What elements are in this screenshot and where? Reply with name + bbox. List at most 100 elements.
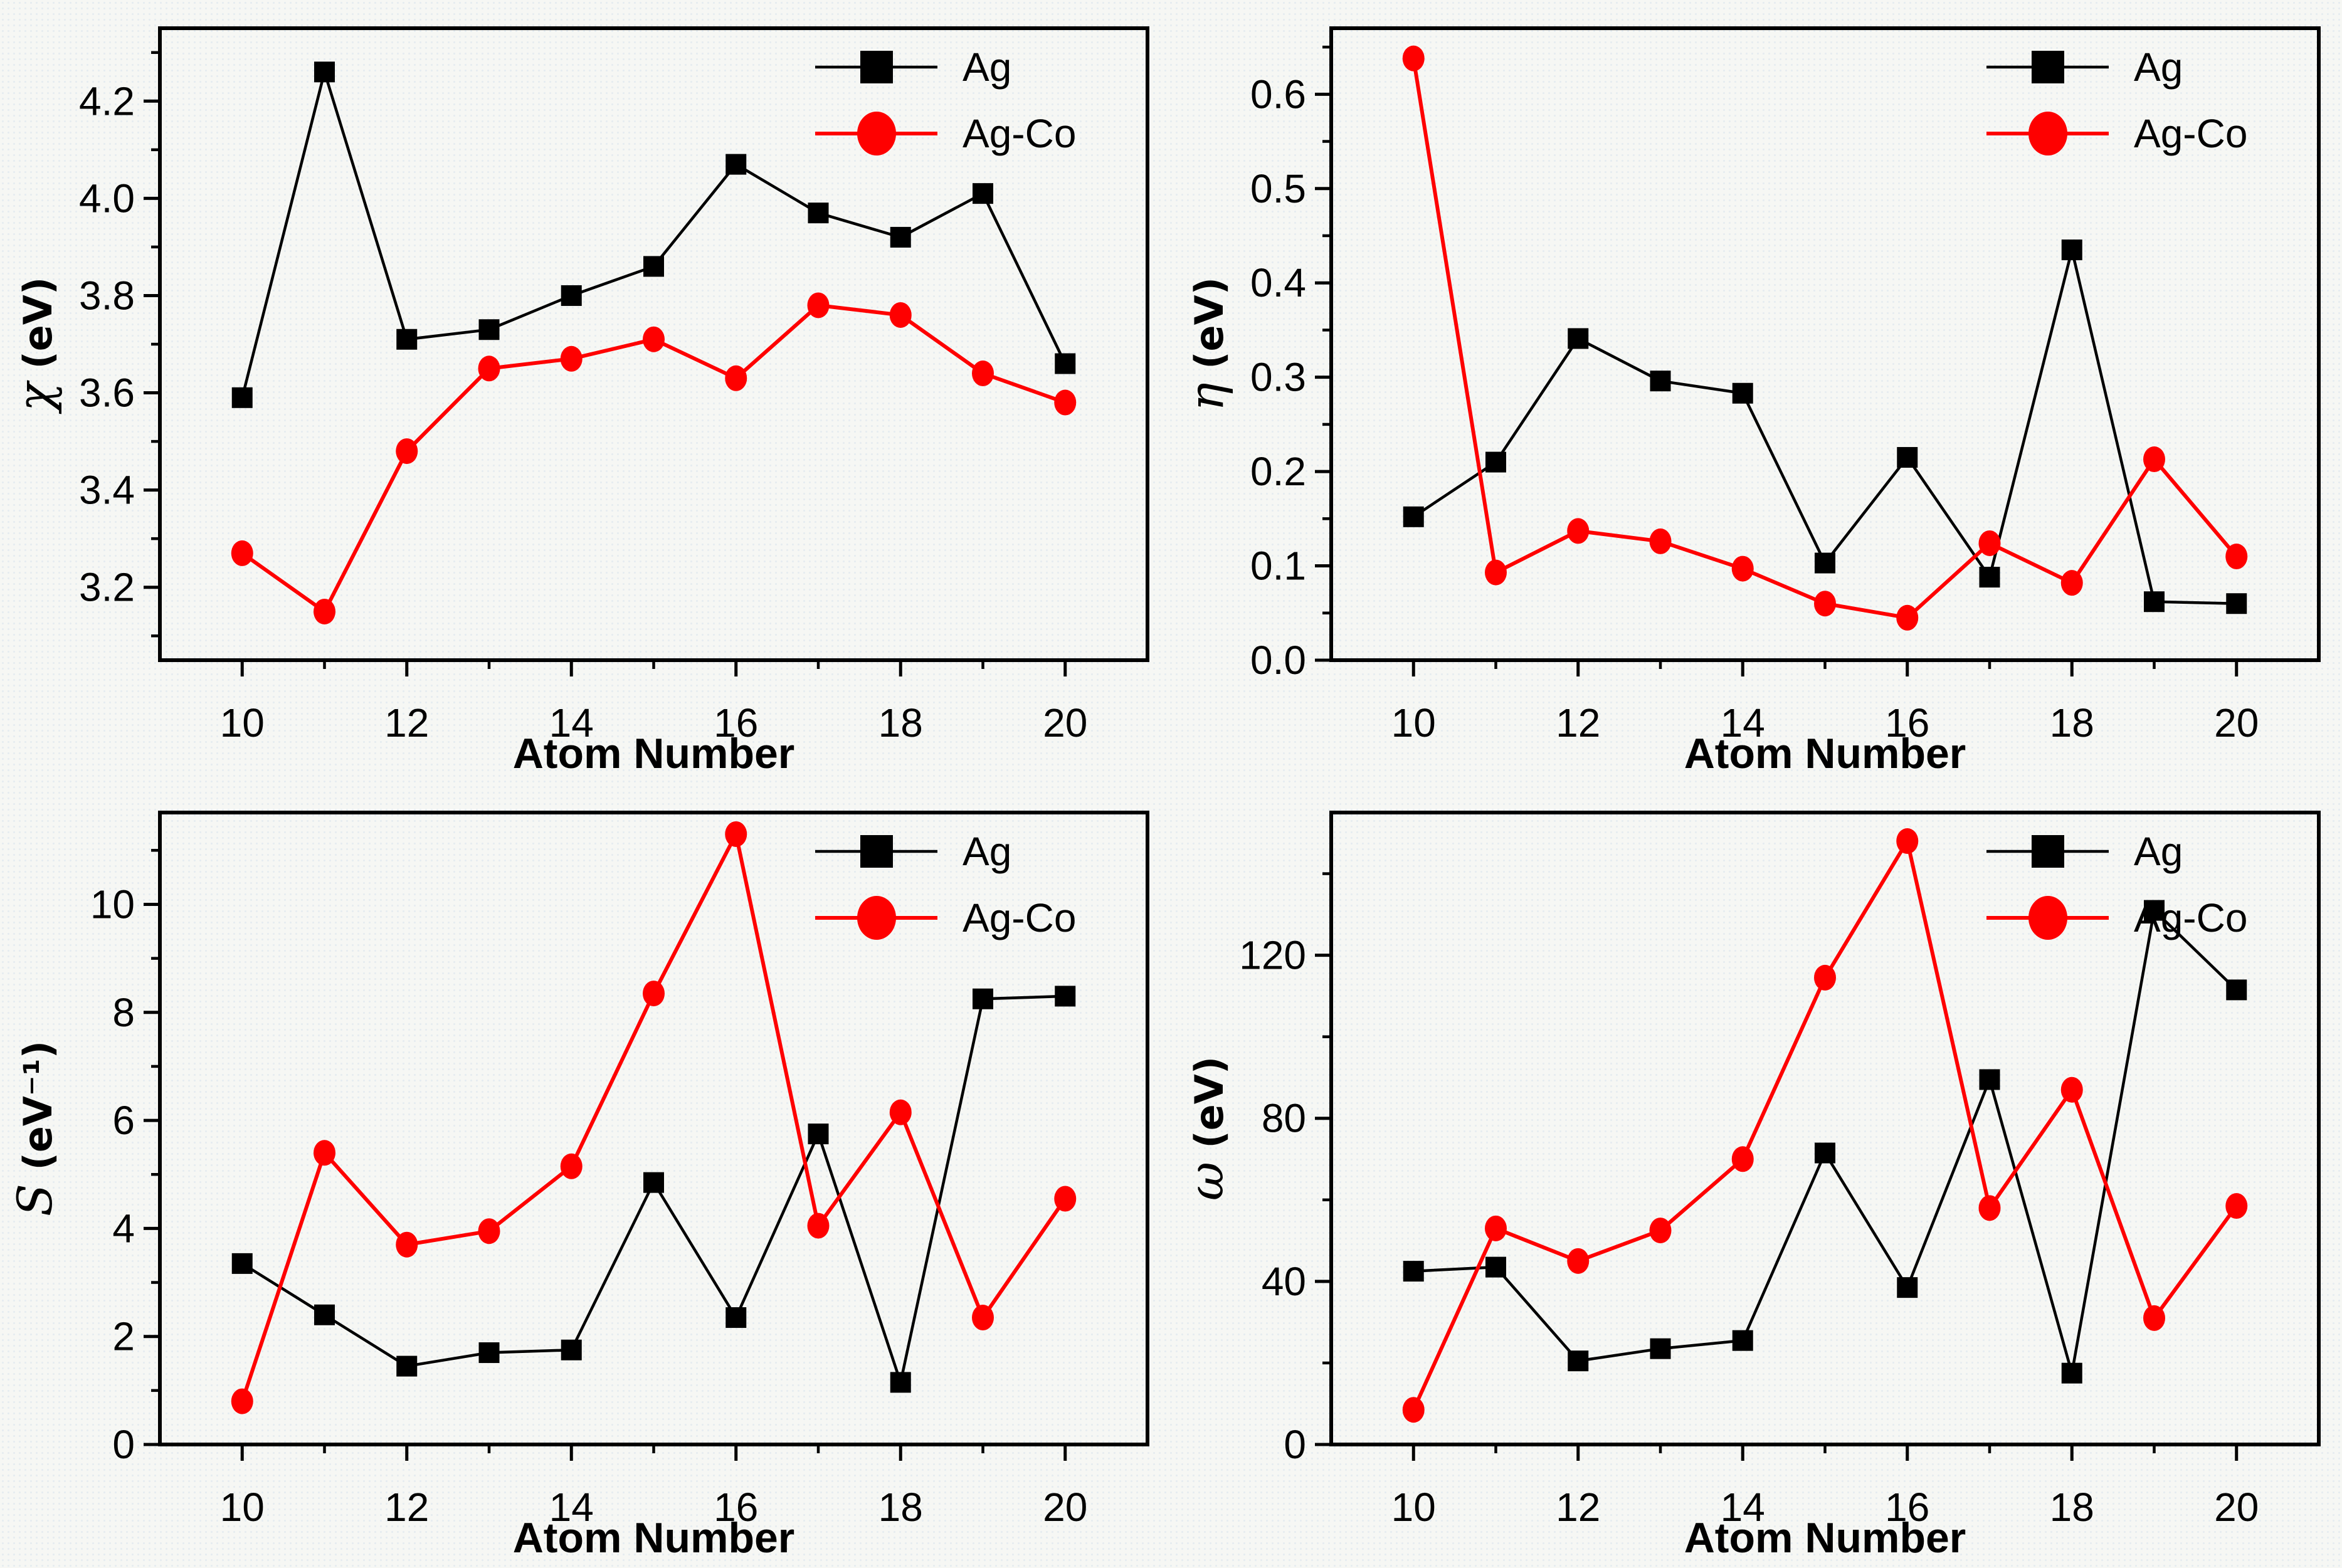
svg-text:16: 16 bbox=[714, 1485, 758, 1530]
series-ag-co bbox=[1402, 45, 2247, 631]
svg-text:10: 10 bbox=[1391, 700, 1435, 745]
series-ag-co bbox=[231, 821, 1077, 1414]
marker-square bbox=[1814, 1142, 1835, 1164]
marker-square bbox=[478, 1342, 500, 1363]
marker-square bbox=[231, 387, 253, 408]
y-axis-title: η (eV) bbox=[1178, 277, 1234, 411]
marker-square bbox=[2061, 1362, 2082, 1384]
marker-circle bbox=[1402, 45, 1425, 71]
series-ag-co bbox=[1402, 828, 2247, 1423]
marker-square bbox=[478, 319, 500, 340]
svg-text:0.0: 0.0 bbox=[1250, 638, 1306, 683]
marker-square bbox=[1896, 447, 1917, 468]
plot-border bbox=[158, 810, 1149, 1446]
series-ag-co bbox=[231, 292, 1077, 624]
marker-square bbox=[1732, 1330, 1753, 1351]
x-axis-title: Atom Number bbox=[513, 730, 795, 777]
marker-circle bbox=[857, 895, 896, 940]
marker-square bbox=[1979, 567, 2000, 588]
plot-border bbox=[1329, 810, 2321, 1446]
svg-text:120: 120 bbox=[1239, 932, 1306, 977]
marker-circle bbox=[2060, 570, 2083, 596]
y-axis-title: χ (eV) bbox=[7, 277, 63, 414]
series-ag bbox=[1403, 900, 2247, 1384]
marker-circle bbox=[1896, 828, 1918, 854]
marker-square bbox=[1567, 328, 1588, 349]
x-axis: 10 12 14 16 18 20 Atom Number bbox=[1391, 1444, 2259, 1562]
svg-text:12: 12 bbox=[384, 700, 429, 745]
panel-chi: 10 12 14 16 18 20 Atom Number 3.2 3.4 3.6 3.8 4.0 4.… bbox=[0, 0, 1171, 784]
marker-square bbox=[860, 51, 893, 83]
marker-square bbox=[973, 183, 993, 204]
plot-border bbox=[158, 26, 1149, 662]
marker-square bbox=[1403, 1260, 1424, 1281]
svg-text:4.0: 4.0 bbox=[79, 176, 135, 221]
marker-square bbox=[860, 834, 893, 868]
x-axis-title: Atom Number bbox=[1684, 1514, 1966, 1562]
marker-circle bbox=[1813, 964, 1836, 991]
legend: Ag Ag-Co bbox=[1986, 829, 2247, 940]
legend-label: Ag-Co bbox=[963, 111, 1076, 156]
y-axis: 0 2 4 6 8 10 S (eV⁻¹) bbox=[7, 848, 160, 1467]
svg-text:0.1: 0.1 bbox=[1250, 544, 1306, 589]
marker-circle bbox=[807, 1213, 830, 1239]
legend-label: Ag-Co bbox=[2134, 895, 2247, 940]
marker-square bbox=[561, 1339, 582, 1360]
marker-square bbox=[231, 1253, 253, 1274]
legend-label: Ag bbox=[963, 45, 1011, 90]
svg-text:14: 14 bbox=[549, 1485, 594, 1530]
y-axis: 3.2 3.4 3.6 3.8 4.0 4.2 χ (eV) bbox=[7, 51, 160, 638]
marker-square bbox=[2225, 593, 2247, 614]
panel-eta: 10 12 14 16 18 20 Atom Number 0.0 0.1 0.2 0.3 0.4 0.… bbox=[1171, 0, 2342, 784]
legend-label: Ag-Co bbox=[963, 895, 1076, 940]
svg-text:40: 40 bbox=[1261, 1258, 1306, 1303]
svg-text:3.8: 3.8 bbox=[79, 273, 135, 318]
marker-circle bbox=[1731, 1145, 1754, 1172]
marker-circle bbox=[396, 1231, 418, 1258]
marker-circle bbox=[2060, 1076, 2083, 1103]
svg-text:20: 20 bbox=[1043, 1485, 1087, 1530]
chart-chi-ev: 10 12 14 16 18 20 Atom Number 3.2 3.4 3.6 3.8 4.0 4.… bbox=[7, 26, 1149, 777]
x-axis: 10 12 14 16 18 20 Atom Number bbox=[220, 1444, 1087, 1562]
marker-circle bbox=[2225, 544, 2247, 570]
svg-text:10: 10 bbox=[90, 881, 135, 927]
marker-circle bbox=[857, 112, 896, 155]
x-axis-title: Atom Number bbox=[1684, 730, 1966, 777]
marker-square bbox=[973, 988, 993, 1009]
marker-circle bbox=[1978, 530, 2000, 556]
marker-circle bbox=[1054, 389, 1077, 416]
marker-circle bbox=[1731, 555, 1754, 582]
svg-text:3.6: 3.6 bbox=[79, 371, 135, 416]
marker-circle bbox=[1484, 1215, 1507, 1241]
marker-square bbox=[643, 1172, 664, 1193]
svg-text:12: 12 bbox=[1556, 1485, 1600, 1530]
marker-circle bbox=[725, 365, 747, 391]
svg-text:80: 80 bbox=[1261, 1095, 1306, 1140]
svg-text:0: 0 bbox=[1284, 1422, 1306, 1467]
marker-circle bbox=[2143, 446, 2165, 473]
marker-square bbox=[314, 1304, 335, 1325]
marker-square bbox=[561, 285, 582, 306]
x-axis: 10 12 14 16 18 20 Atom Number bbox=[220, 660, 1087, 777]
marker-square bbox=[643, 256, 664, 277]
marker-circle bbox=[2028, 895, 2067, 940]
marker-circle bbox=[2028, 112, 2067, 155]
marker-circle bbox=[314, 598, 335, 624]
marker-square bbox=[1485, 451, 1506, 473]
marker-square bbox=[725, 154, 747, 175]
svg-text:20: 20 bbox=[2214, 1485, 2259, 1530]
svg-text:14: 14 bbox=[1720, 700, 1764, 745]
legend-label: Ag bbox=[2134, 829, 2183, 874]
svg-text:0.5: 0.5 bbox=[1250, 166, 1306, 211]
chart-s-ev: 10 12 14 16 18 20 Atom Number 0 2 4 6 8 10 S (eV⁻¹) Ag… bbox=[7, 810, 1149, 1562]
marker-square bbox=[808, 1123, 829, 1144]
svg-text:18: 18 bbox=[878, 700, 923, 745]
marker-circle bbox=[2225, 1192, 2247, 1219]
marker-circle bbox=[560, 1153, 583, 1179]
marker-circle bbox=[1402, 1396, 1425, 1423]
marker-square bbox=[1650, 371, 1670, 392]
marker-square bbox=[725, 1307, 747, 1328]
marker-square bbox=[2143, 900, 2165, 921]
